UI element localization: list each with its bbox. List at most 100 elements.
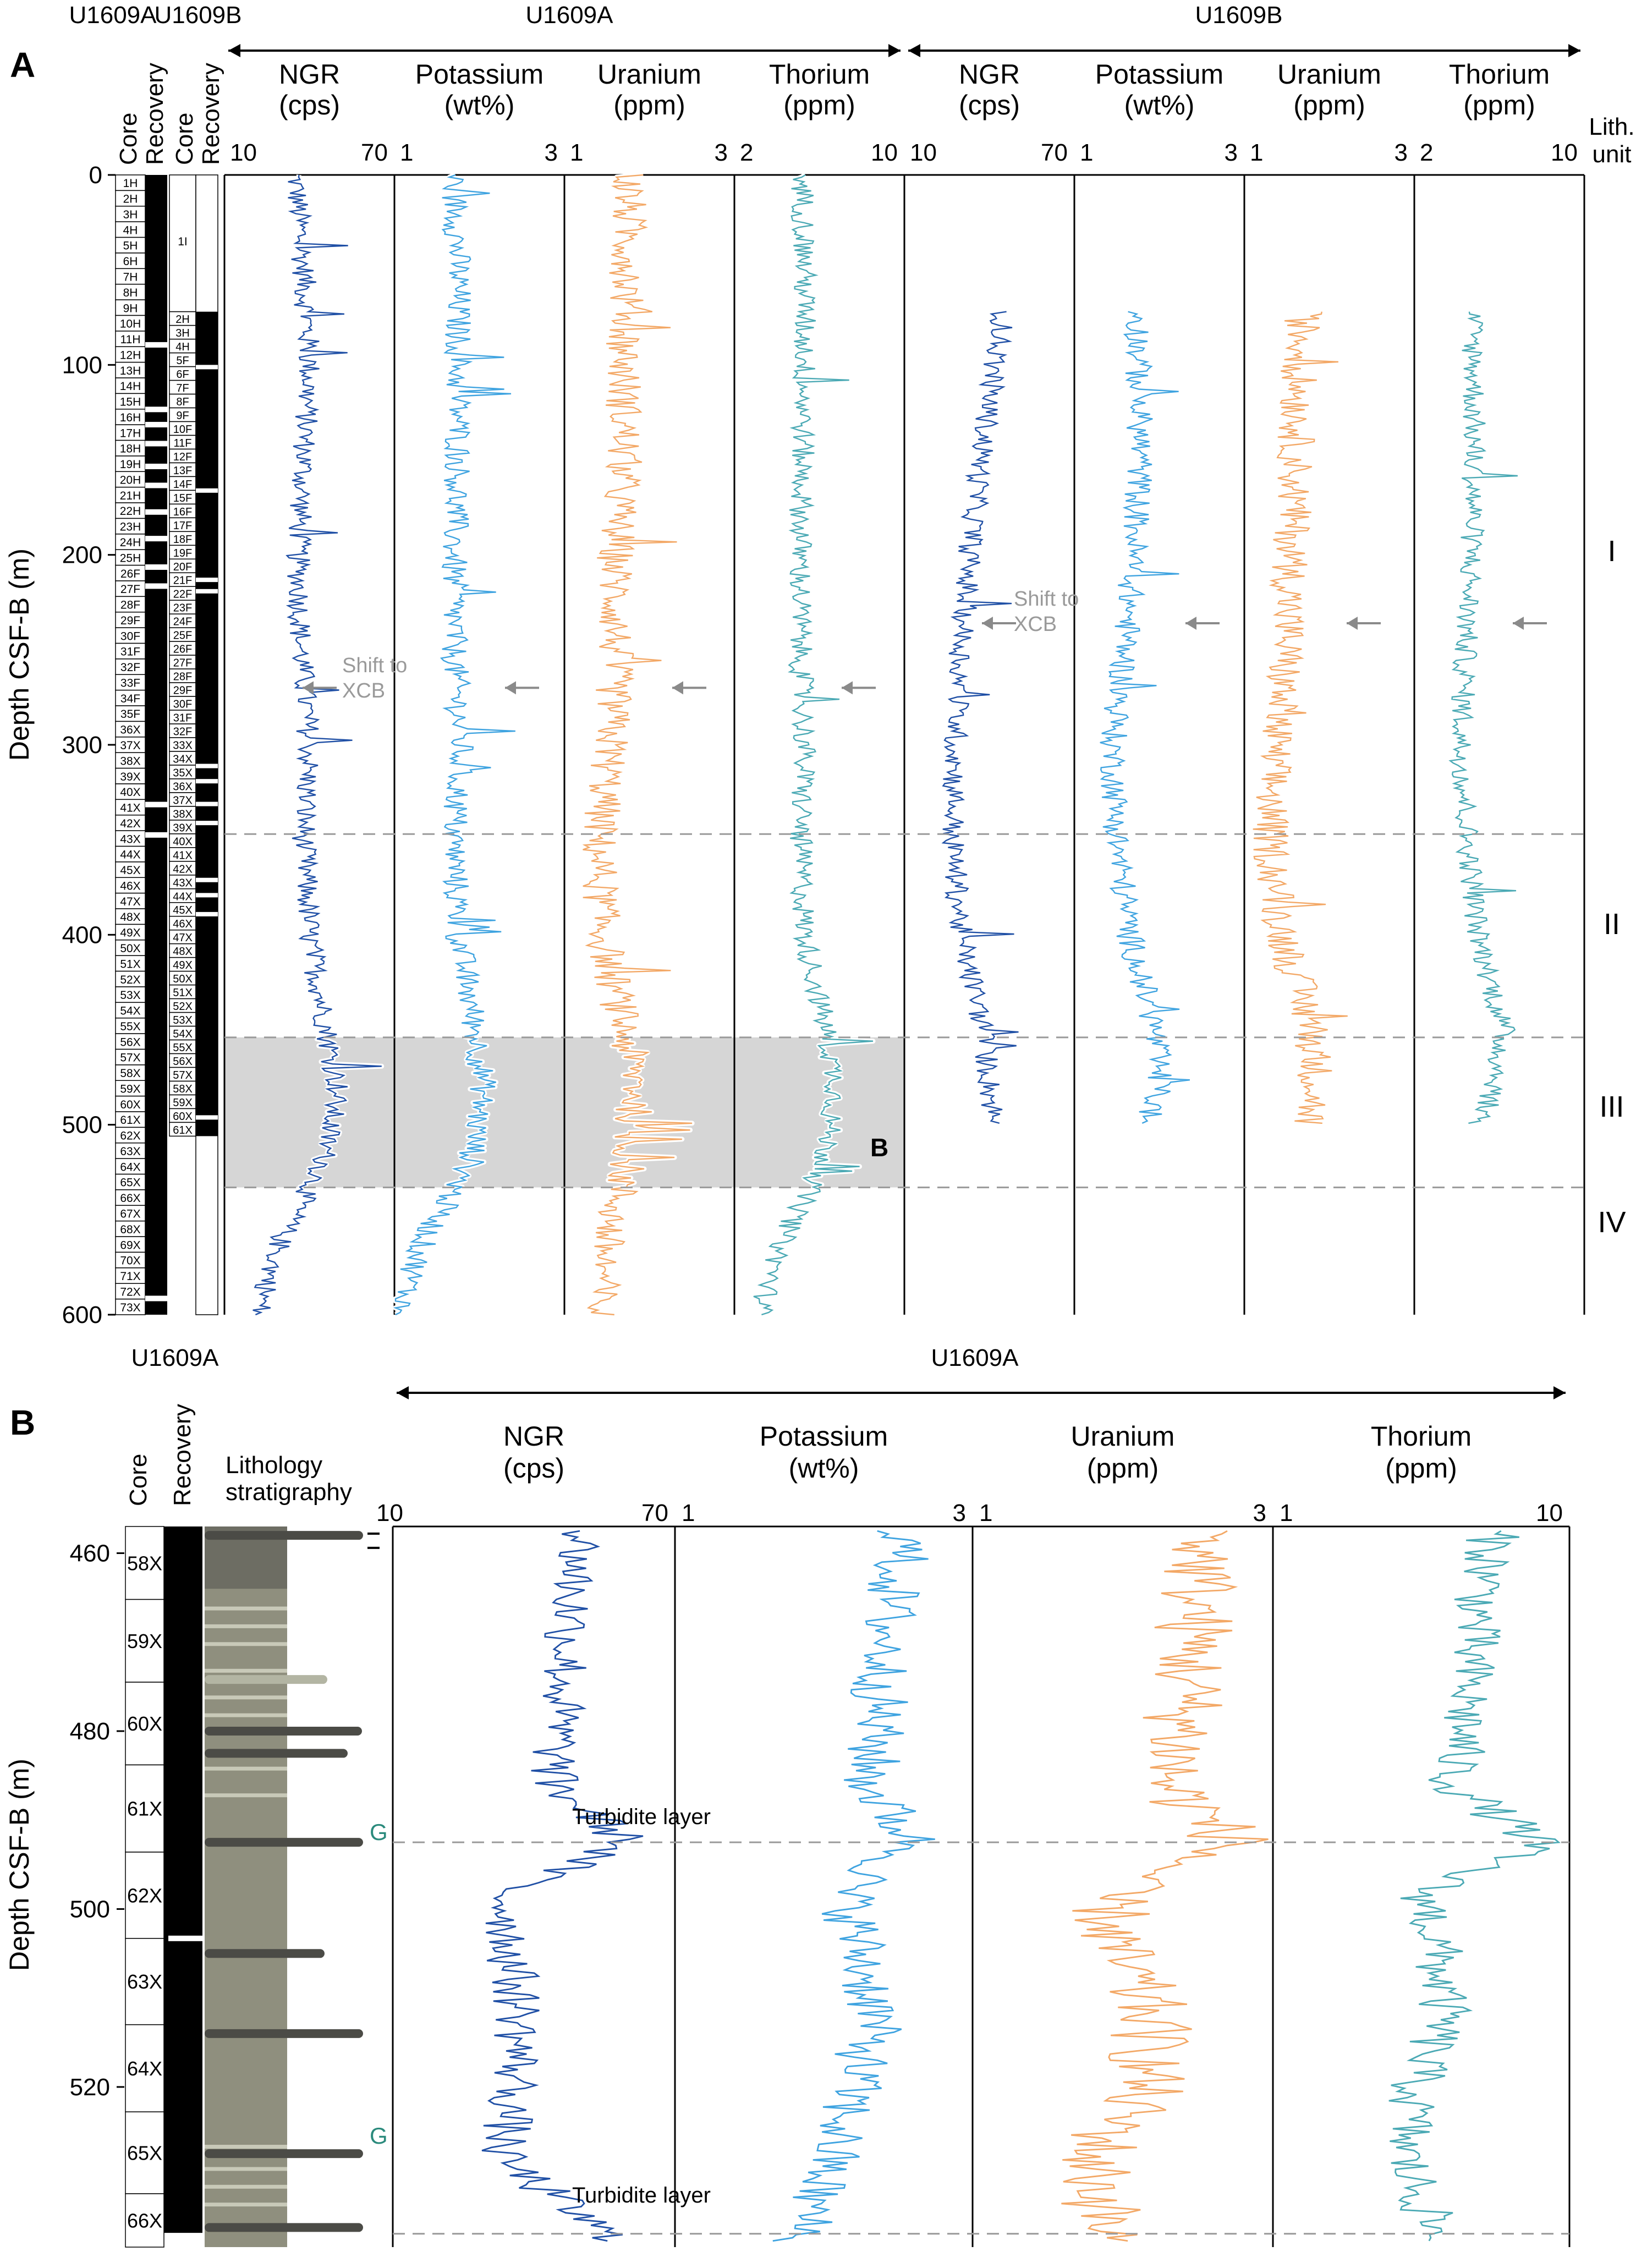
core-box-b [169,833,196,848]
core-label-b: 59X [173,1097,193,1109]
track-min-a: 1 [1250,139,1263,166]
core-box-b [169,311,196,326]
lithology-layer [205,2223,363,2232]
recovery-gap-a [145,441,167,447]
core-label-b: 38X [173,808,193,820]
core-label-a: 62X [120,1130,140,1143]
core-label-a: 47X [120,896,140,908]
track-min-a: 2 [740,139,753,166]
core-box-b [169,1025,196,1041]
recovery-gap-b [196,801,218,806]
recovery-gap-b [196,877,218,882]
panel-b-label: B [10,1403,35,1442]
lithology-column [205,1526,380,2247]
track-max-a: 10 [871,139,898,166]
series-panel-b-uranium [1061,1530,1269,2242]
recovery-bar-panel-b [164,1526,202,2233]
core-box-panel-b [125,2111,164,2194]
core-label-a: 59X [120,1083,140,1095]
recovery-gap-b [196,578,218,583]
lithology-light-stripe [205,2184,287,2189]
core-label-a: 7H [123,271,138,283]
hole-label-b: U1609A [131,1344,219,1371]
track-unit-b: (wt%) [789,1453,859,1484]
recovery-bar-b [196,311,218,1136]
core-box-a [115,471,146,488]
core-label-panel-b: 61X [127,1798,162,1820]
core-box-b [169,875,196,889]
core-columns-a: 1H2H3H4H5H6H7H8H9H10H11H12H13H14H15H16H1… [115,174,218,1315]
track-min-b: 1 [979,1500,992,1526]
core-label-b: 29F [173,685,192,697]
core-box-a [115,1064,146,1081]
core-box-b [169,710,196,724]
track-unit-b: (cps) [503,1453,564,1484]
recovery-gap-a [145,342,167,348]
track-min-a: 10 [230,139,257,166]
y-tick-label-b: 500 [70,1896,110,1923]
core-label-a: 38X [120,755,140,767]
hole-label-u1609b: U1609B [154,2,241,29]
core-label-b: 37X [173,794,193,806]
track-unit-b: (ppm) [1087,1453,1159,1484]
series-U1609A-uranium [582,174,693,1316]
recovery-header-b: Recovery [197,63,224,165]
core-label-a: 18H [120,443,141,455]
core-box-b [169,1108,196,1123]
group-label-u1609a: U1609A [525,2,613,29]
core-label-a: 48X [120,911,140,924]
core-label-b: 40X [173,836,193,848]
core-box-b [169,338,196,354]
y-tick-label-a: 100 [62,352,102,378]
glauconite-label-1: G [370,1819,388,1845]
series-U1609B-thorium [1448,311,1518,1124]
core-label-b: 26F [173,644,192,656]
core-box-a [115,877,146,894]
group-arrow-head-b-left [908,44,920,57]
core-label-a: 30F [120,630,140,642]
core-label-a: 45X [120,864,140,877]
core-label-a: 71X [120,1270,140,1283]
track-title-b: Thorium [1371,1421,1472,1452]
recovery-gap-a [145,801,167,808]
recovery-gap-panel-b [168,1935,202,1941]
y-tick-label-b: 460 [70,1540,110,1567]
core-label-a: 1H [123,177,138,190]
core-label-b: 2H [175,314,190,326]
track-unit-a: (ppm) [1463,90,1535,120]
series-panel-b-ngr [481,1530,644,2242]
core-label-b: 16F [173,506,192,518]
panel-a: A U1609A U1609B U1609A U1609B Core Recov… [4,2,1635,1328]
core-box-a [115,674,146,691]
y-axis-ticks-b: 460 480 500 520 [70,1540,124,2101]
series-U1609B-ngr [941,311,1019,1124]
core-label-b: 5F [176,355,189,367]
track-title-b: NGR [503,1421,564,1452]
core-label-b: 49X [173,959,193,971]
core-label-b: 24F [173,616,192,628]
core-label-b: 20F [173,561,192,573]
core-label-b: 6F [176,369,189,381]
core-label-a: 17H [120,427,141,440]
core-label-b: 43X [173,877,193,889]
core-label-a: 4H [123,224,138,237]
series-U1609B-uranium [1253,311,1348,1124]
core-box-a [115,1158,146,1175]
core-box-panel-b [125,1852,164,1939]
recovery-gap-a [145,407,167,413]
core-label-a: 50X [120,942,140,955]
core-box-a [115,1017,146,1034]
core-label-b: 7F [176,382,189,394]
core-label-a: 53X [120,989,140,1002]
core-label-b: 8F [176,396,189,408]
core-label-a: 73X [120,1302,140,1314]
core-label-a: 14H [120,380,141,393]
recovery-gap-b [196,488,218,493]
core-box-b [169,421,196,436]
track-max-a: 3 [715,139,728,166]
unit-boundaries-a [224,833,1584,1189]
track-title-a: Potassium [1095,59,1223,90]
core-label-a: 58X [120,1067,140,1080]
core-label-b: 31F [173,712,192,724]
core-label-b: 61X [173,1124,193,1136]
